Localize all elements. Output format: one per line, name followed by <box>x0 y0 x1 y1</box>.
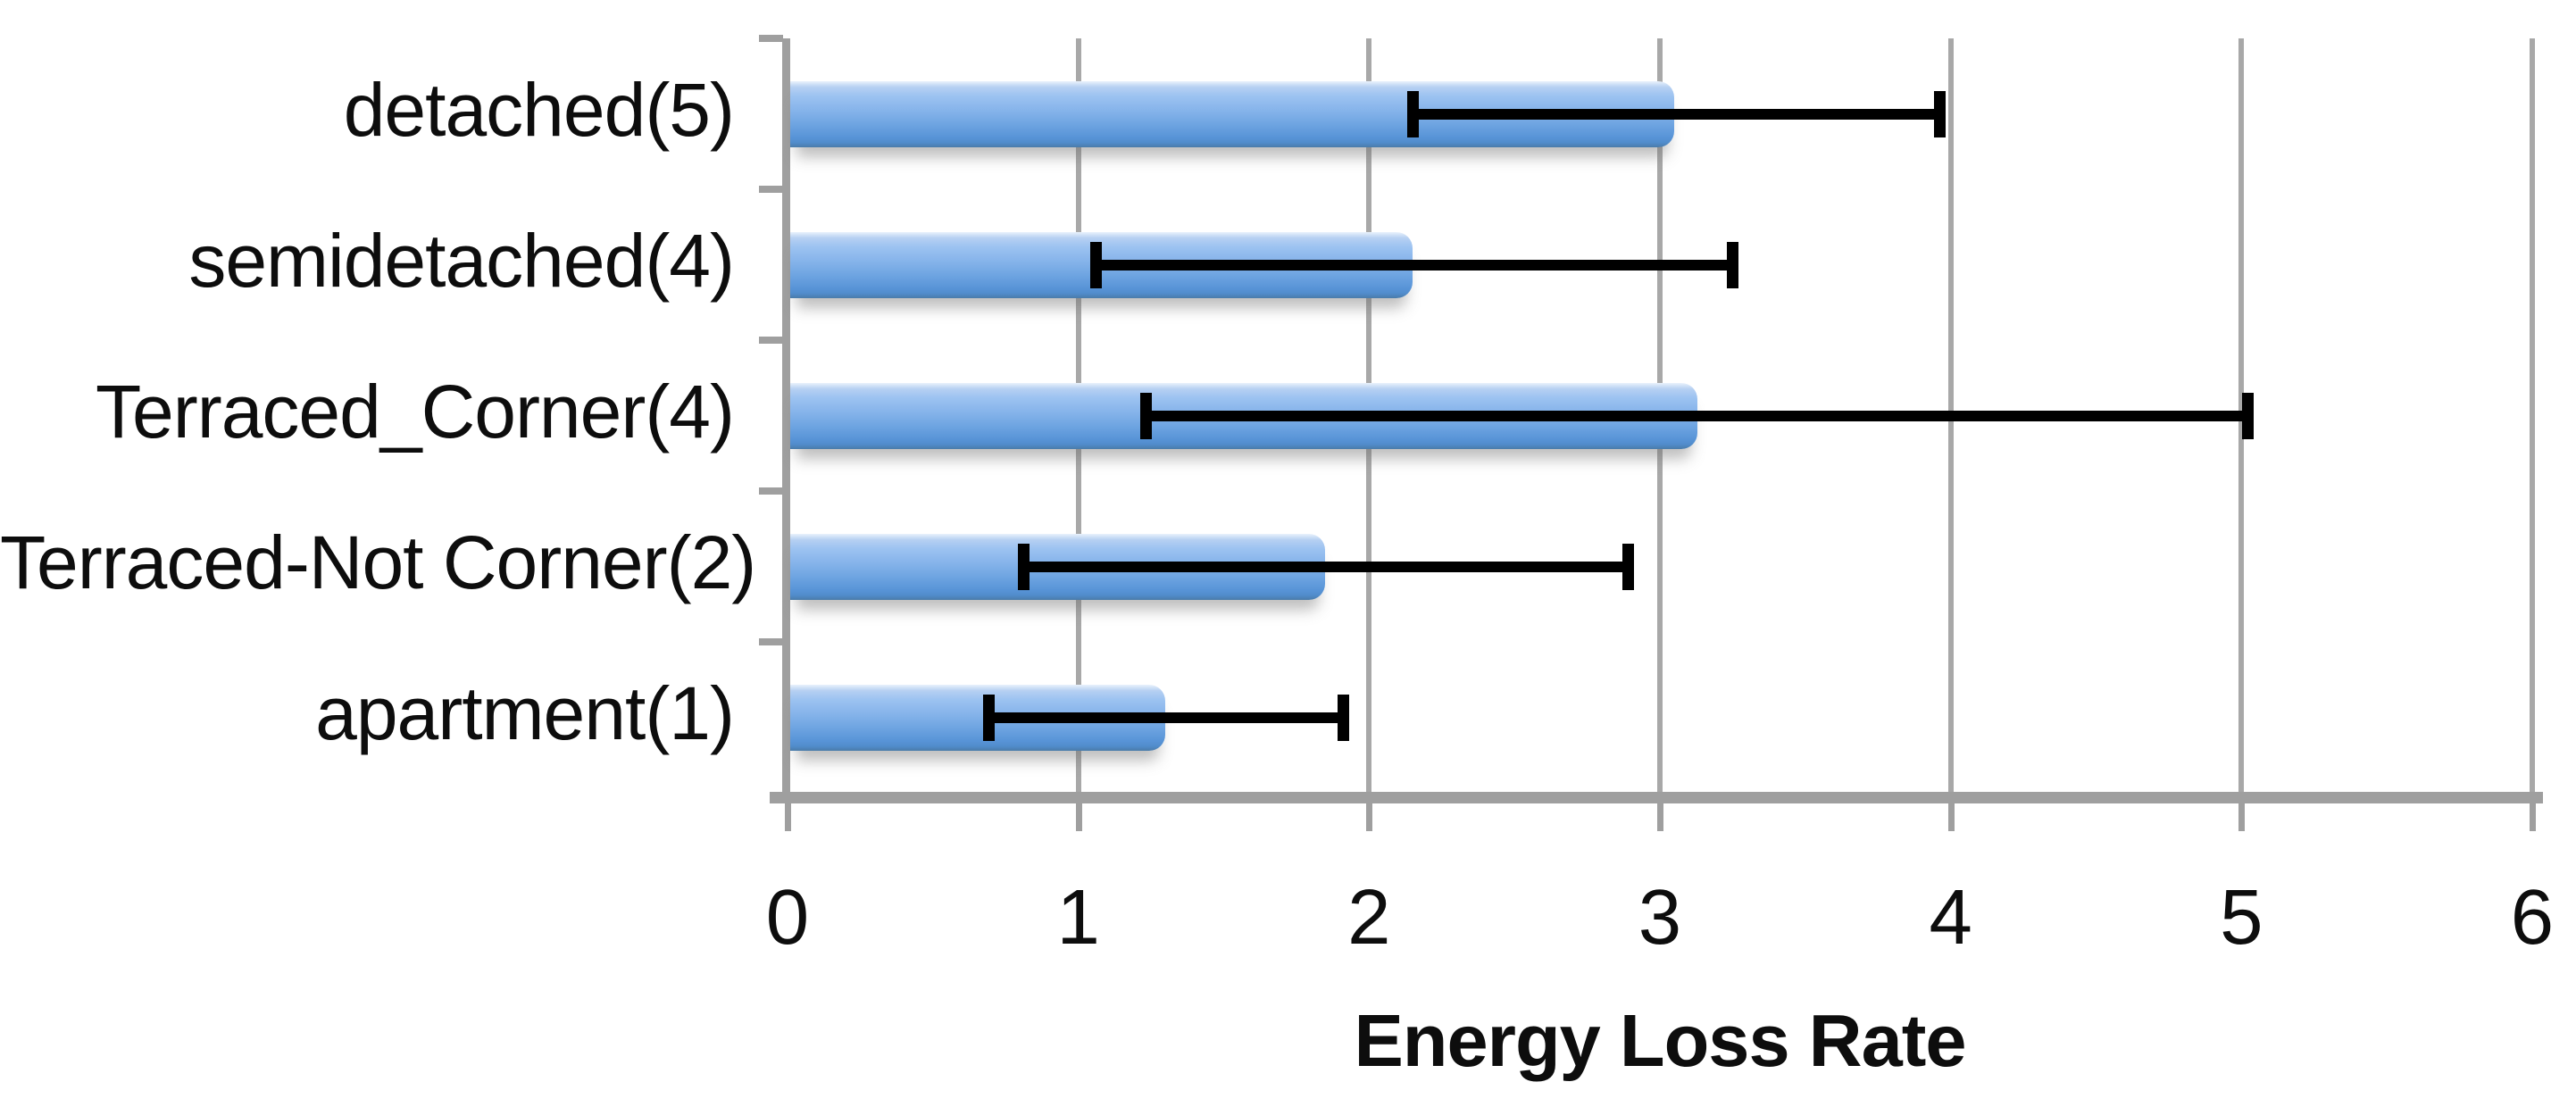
x-tick-label: 4 <box>1929 874 1972 961</box>
gridline <box>2530 38 2535 794</box>
error-bar-cap-right <box>2241 392 2254 439</box>
y-axis-line <box>782 38 790 803</box>
category-label: Terraced_Corner(4) <box>96 369 735 454</box>
x-axis-tick <box>1947 803 1955 831</box>
y-axis-tick <box>759 186 783 193</box>
x-tick-label: 3 <box>1638 874 1682 961</box>
error-bar-cap-left <box>1017 543 1030 590</box>
y-axis-tick <box>759 35 783 42</box>
error-bar-cap-right <box>1727 241 1739 288</box>
x-axis-tick <box>2238 803 2246 831</box>
x-axis-tick <box>1366 803 1373 831</box>
x-tick-label: 2 <box>1347 874 1391 961</box>
error-bar-cap-left <box>1139 392 1152 439</box>
error-bar-cap-right <box>1338 694 1350 741</box>
x-axis-tick <box>1657 803 1663 831</box>
x-tick-label: 0 <box>765 874 810 961</box>
x-tick-label: 5 <box>2220 874 2263 961</box>
error-bar-line <box>1145 410 2247 421</box>
error-bar-cap-left <box>1090 241 1103 288</box>
error-bar-line <box>988 712 1344 723</box>
error-bar-cap-right <box>1622 543 1635 590</box>
x-axis-tick <box>785 803 791 831</box>
error-bar-line <box>1096 259 1733 271</box>
x-tick-label: 6 <box>2510 874 2555 961</box>
error-bar-cap-left <box>982 694 995 741</box>
x-axis-tick <box>2530 803 2536 831</box>
category-label: detached(5) <box>343 67 735 152</box>
y-axis-tick <box>759 638 783 645</box>
x-axis-title: Energy Loss Rate <box>1354 999 1966 1082</box>
error-bar-cap-left <box>1407 90 1420 137</box>
error-bar-line <box>1413 108 1939 120</box>
category-label: Terraced-Not Corner(2) <box>0 520 756 604</box>
x-tick-label: 1 <box>1056 874 1100 961</box>
category-label: semidetached(4) <box>188 218 735 303</box>
category-label: apartment(1) <box>315 670 735 755</box>
y-axis-tick <box>759 487 783 495</box>
error-bar-cap-right <box>1933 90 1946 137</box>
error-bar-line <box>1022 561 1629 572</box>
y-axis-tick <box>759 337 783 344</box>
x-axis-line <box>770 792 2543 803</box>
x-axis-tick <box>1075 803 1082 831</box>
